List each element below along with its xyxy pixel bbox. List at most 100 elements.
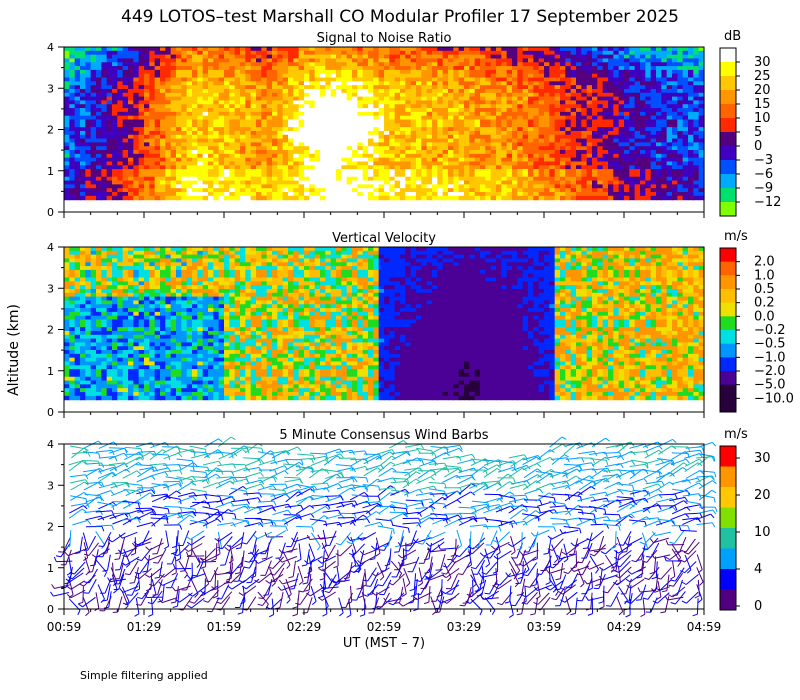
heatmap-cell xyxy=(538,180,545,185)
heatmap-cell xyxy=(608,50,614,56)
heatmap-cell xyxy=(90,96,97,102)
heatmap-cell xyxy=(149,54,156,60)
heatmap-cell xyxy=(560,54,566,60)
heatmap-cell xyxy=(490,176,497,182)
heatmap-cell xyxy=(64,300,70,305)
heatmap-cell xyxy=(549,47,556,52)
heatmap-cell xyxy=(544,111,550,117)
heatmap-cell xyxy=(245,115,252,121)
heatmap-cell xyxy=(656,130,662,136)
heatmap-cell xyxy=(682,165,689,170)
heatmap-cell xyxy=(656,165,662,170)
heatmap-cell xyxy=(432,85,438,90)
heatmap-cell xyxy=(293,96,300,102)
heatmap-cell xyxy=(618,66,625,71)
heatmap-cell xyxy=(458,47,465,52)
heatmap-cell xyxy=(368,111,374,117)
heatmap-cell xyxy=(437,115,444,121)
heatmap-cell xyxy=(650,172,657,178)
heatmap-cell xyxy=(688,115,694,121)
heatmap-cell xyxy=(672,73,678,79)
heatmap-cell xyxy=(341,180,348,185)
heatmap-cell xyxy=(197,184,204,189)
heatmap-cell xyxy=(400,85,406,90)
heatmap-cell xyxy=(592,96,598,102)
heatmap-cell xyxy=(352,191,358,197)
heatmap-cell xyxy=(517,127,524,132)
heatmap-cell xyxy=(240,104,246,109)
heatmap-cell xyxy=(80,50,86,56)
heatmap-cell xyxy=(448,150,454,155)
heatmap-cell xyxy=(112,66,118,71)
heatmap-cell xyxy=(357,195,364,201)
heatmap-cell xyxy=(394,150,401,155)
heatmap-cell xyxy=(432,134,438,140)
heatmap-cell xyxy=(474,92,481,98)
heatmap-cell xyxy=(218,81,225,86)
heatmap-cell xyxy=(218,195,225,201)
heatmap-cell xyxy=(314,88,321,94)
heatmap-cell xyxy=(592,134,598,140)
heatmap-cell xyxy=(554,138,561,143)
heatmap-cell xyxy=(368,191,374,197)
heatmap-cell xyxy=(277,138,284,143)
heatmap-cell xyxy=(469,153,476,159)
heatmap-cell xyxy=(389,157,396,163)
heatmap-cell xyxy=(85,73,92,79)
heatmap-cell xyxy=(362,104,369,109)
heatmap-cell xyxy=(314,62,321,67)
heatmap-cell xyxy=(234,62,241,67)
heatmap-cell xyxy=(384,85,390,90)
heatmap-cell xyxy=(490,115,497,121)
heatmap-cell xyxy=(224,100,230,105)
heatmap-cell xyxy=(522,165,529,170)
heatmap-cell xyxy=(517,150,524,155)
heatmap-cell xyxy=(410,191,417,197)
heatmap-cell xyxy=(298,188,305,193)
heatmap-cell xyxy=(672,153,678,159)
heatmap-cell xyxy=(661,66,668,71)
heatmap-cell xyxy=(560,180,566,185)
heatmap-cell xyxy=(64,104,70,109)
heatmap-cell xyxy=(384,123,390,128)
heatmap-cell xyxy=(666,92,673,98)
heatmap-cell xyxy=(346,123,353,128)
heatmap-cell xyxy=(341,81,348,86)
heatmap-cell xyxy=(549,62,556,67)
heatmap-cell xyxy=(464,195,470,201)
heatmap-cell xyxy=(378,153,385,159)
heatmap-cell xyxy=(661,188,668,193)
heatmap-cell xyxy=(304,47,310,52)
heatmap-cell xyxy=(170,66,177,71)
heatmap-cell xyxy=(453,115,460,121)
heatmap-cell xyxy=(357,85,364,90)
heatmap-cell xyxy=(426,195,433,201)
heatmap-cell xyxy=(405,77,412,82)
heatmap-cell xyxy=(341,184,348,189)
heatmap-cell xyxy=(117,81,124,86)
heatmap-cell xyxy=(384,134,390,140)
heatmap-cell xyxy=(581,58,588,63)
heatmap-cell xyxy=(597,73,604,79)
heatmap-cell xyxy=(586,85,593,90)
heatmap-cell xyxy=(426,50,433,56)
heatmap-cell xyxy=(309,111,316,117)
heatmap-cell xyxy=(357,47,364,52)
heatmap-cell xyxy=(160,104,166,109)
heatmap-cell xyxy=(474,157,481,163)
heatmap-cell xyxy=(533,172,540,178)
heatmap-cell xyxy=(117,172,124,178)
heatmap-cell xyxy=(506,77,513,82)
heatmap-cell xyxy=(480,96,486,102)
heatmap-cell xyxy=(501,96,508,102)
heatmap-cell xyxy=(693,191,700,197)
heatmap-cell xyxy=(165,134,172,140)
heatmap-cell xyxy=(613,88,620,94)
heatmap-cell xyxy=(69,92,76,98)
heatmap-cell xyxy=(682,85,689,90)
heatmap-cell xyxy=(570,81,577,86)
heatmap-cell xyxy=(106,81,113,86)
heatmap-cell xyxy=(85,172,92,178)
heatmap-cell xyxy=(437,66,444,71)
heatmap-cell xyxy=(656,111,662,117)
